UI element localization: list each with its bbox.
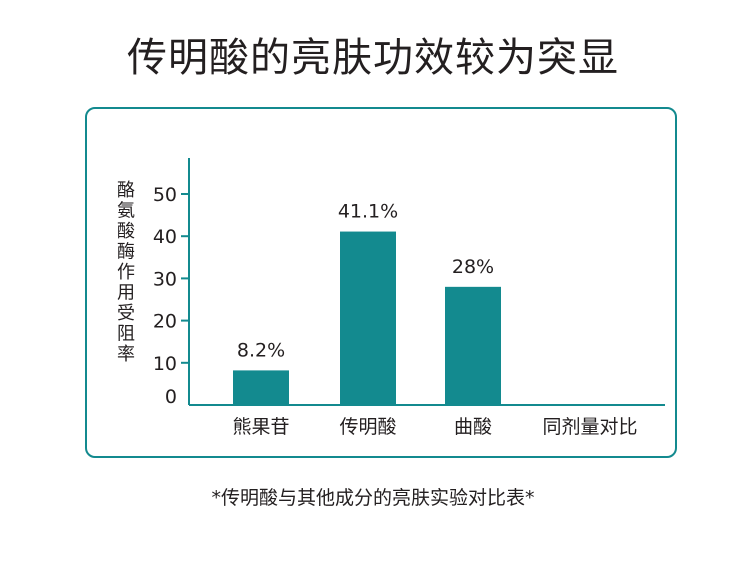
y-axis-label-char: 阻: [117, 324, 135, 345]
bars: 8.2% 41.1% 28%: [233, 201, 501, 405]
y-axis-label-char: 酶: [117, 242, 135, 263]
chart-frame: [85, 107, 677, 458]
y-tick-label: 30: [153, 268, 177, 290]
x-tick-label: 曲酸: [454, 416, 492, 438]
y-axis-label-char: 酸: [117, 221, 135, 242]
page-title: 传明酸的亮肤功效较为突显: [127, 35, 619, 81]
y-tick-label: 10: [153, 353, 177, 375]
y-axis: 0 10 20 30 40 50: [153, 158, 190, 408]
y-axis-label-char: 作: [117, 262, 135, 283]
y-tick-label: 40: [153, 226, 177, 248]
y-tick-label: 0: [165, 386, 177, 408]
y-axis-label-char: 氨: [117, 201, 135, 222]
bar-value-label: 28%: [452, 256, 494, 278]
bar-value-label: 8.2%: [237, 339, 285, 361]
y-axis-label-char: 受: [117, 303, 135, 324]
x-tick-label: 传明酸: [339, 416, 396, 438]
bar-value-label: 41.1%: [338, 201, 398, 223]
y-axis-label-char: 率: [117, 344, 135, 365]
x-axis: 熊果苷 传明酸 曲酸 同剂量对比: [189, 404, 665, 438]
bar: [340, 231, 396, 405]
bar: [445, 286, 501, 405]
x-tick-label: 同剂量对比: [542, 416, 637, 438]
footnote: *传明酸与其他成分的亮肤实验对比表*: [211, 487, 535, 509]
y-tick-label: 20: [153, 311, 177, 333]
y-tick-label: 50: [153, 184, 177, 206]
x-tick-label: 熊果苷: [232, 416, 289, 438]
y-axis-label-char: 用: [117, 283, 135, 304]
y-axis-label-char: 酪: [117, 180, 135, 201]
bar: [233, 370, 289, 405]
